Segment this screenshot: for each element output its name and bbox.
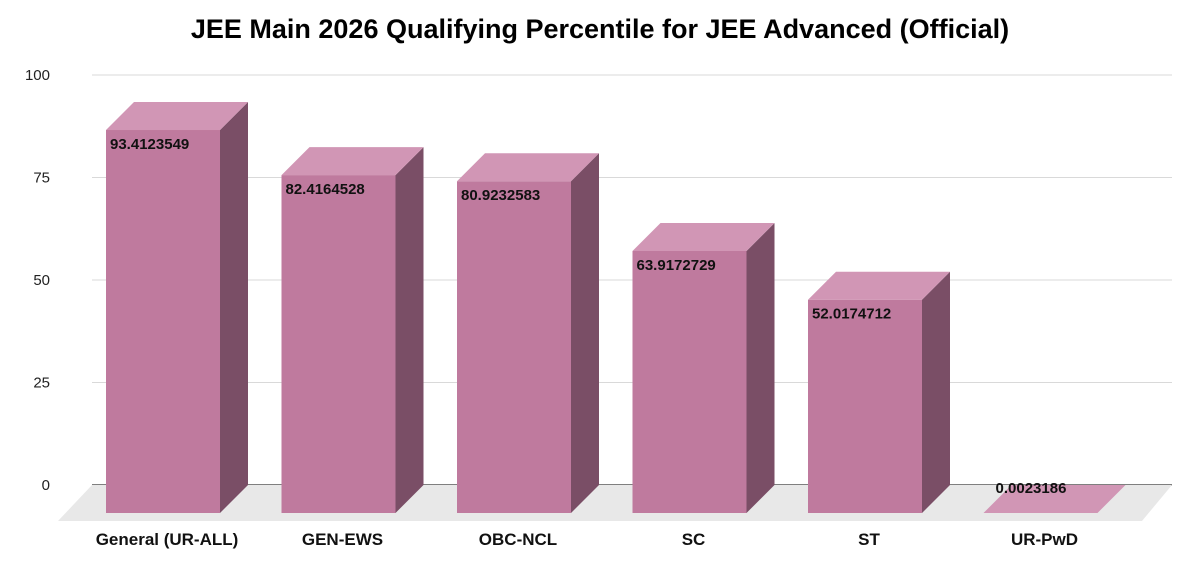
bar-side-face: [220, 102, 248, 514]
bar-top-face: [983, 485, 1126, 513]
bar-front-face: [457, 181, 571, 513]
bar-1: 93.4123549: [106, 102, 248, 514]
data-label: 82.4164528: [286, 181, 365, 198]
bar-front-face: [281, 175, 396, 514]
x-category-label: OBC-NCL: [479, 530, 557, 549]
data-label: 0.0023186: [996, 480, 1067, 497]
gridlines: [92, 74, 1172, 486]
bar-2: 82.4164528: [281, 147, 424, 514]
y-tick-label: 0: [42, 477, 50, 494]
bar-side-face: [571, 153, 599, 513]
bar-top-face: [281, 147, 424, 176]
y-tick-label: 100: [25, 67, 50, 84]
y-tick-label: 75: [33, 170, 50, 187]
x-axis-categories: General (UR-ALL) GEN-EWS OBC-NCL SC ST UR-PwD: [96, 530, 1078, 549]
bar-top-face: [632, 222, 775, 251]
bar-front-face: [632, 250, 747, 513]
bar-5: 52.0174712: [808, 271, 950, 513]
bar-3: 80.9232583: [457, 153, 599, 513]
data-label: 63.9172729: [637, 257, 716, 274]
bar-front-face: [808, 299, 922, 513]
data-label: 52.0174712: [812, 306, 891, 323]
bar-4: 63.9172729: [632, 222, 775, 513]
x-category-label: UR-PwD: [1011, 530, 1078, 549]
bar-top-face: [106, 102, 248, 131]
bar-side-face: [746, 222, 775, 513]
bars: 93.4123549 82.4164528 80.9232583 63.9172729…: [106, 102, 1126, 514]
bar-side-face: [922, 271, 950, 513]
y-tick-label: 50: [33, 272, 50, 289]
x-category-label: GEN-EWS: [302, 530, 383, 549]
bar-top-face: [457, 153, 599, 182]
x-category-label: ST: [858, 530, 880, 549]
y-tick-label: 25: [33, 375, 50, 392]
bar-front-face: [106, 130, 220, 513]
bar-top-face: [808, 271, 950, 300]
data-label: 93.4123549: [110, 136, 189, 153]
bar-side-face: [395, 147, 424, 514]
x-category-label: SC: [682, 530, 706, 549]
y-axis-ticks: 0 25 50 75 100: [25, 67, 50, 494]
chart-title: JEE Main 2026 Qualifying Percentile for …: [190, 14, 1010, 44]
data-label: 80.9232583: [461, 187, 540, 204]
x-category-label: General (UR-ALL): [96, 530, 239, 549]
bar-6: 0.0023186: [983, 480, 1126, 513]
